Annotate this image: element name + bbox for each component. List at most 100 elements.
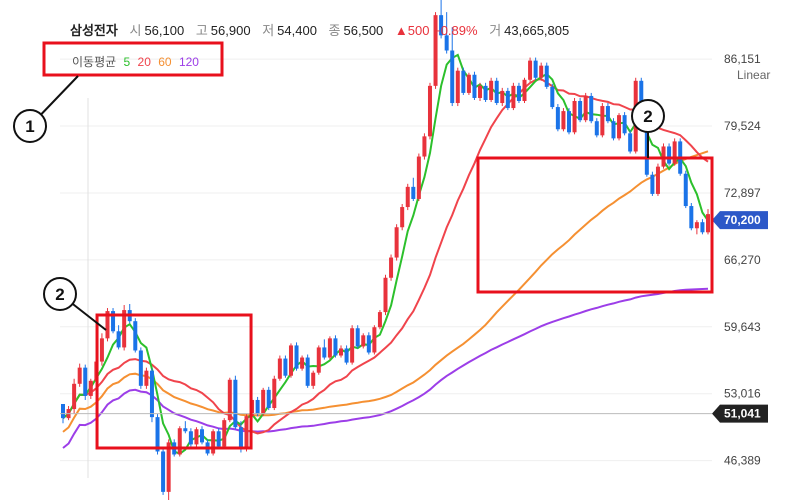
price-tag-label: 51,041 [724,407,761,421]
candle-body [155,417,160,452]
candle [244,414,249,452]
candle [333,335,338,358]
candle [361,333,366,349]
candle [389,254,394,281]
candle [116,325,121,350]
candle [427,82,432,140]
candle [628,130,633,154]
low-value: 54,400 [277,23,317,38]
high-value: 56,900 [210,23,251,38]
candle-body [644,123,649,175]
candle [400,204,405,231]
candle-body [466,74,471,93]
ma-period-60[interactable]: 60 [158,55,172,69]
candle [311,370,316,389]
candle-body [706,214,710,233]
candle [622,112,627,136]
candle-body [433,15,438,86]
candle-body [149,370,154,418]
candle [550,83,555,110]
candle-body [411,186,416,199]
candle [261,387,266,417]
candle [539,62,544,81]
candle-body [244,416,249,450]
y-tick-label: 46,389 [724,454,761,468]
candle [111,308,116,334]
close-value: 56,500 [343,23,384,38]
candle-body [255,399,260,415]
candle-body [439,15,444,36]
candle [583,92,588,123]
candle-body [266,389,271,409]
candle [344,345,349,365]
candle [377,310,382,330]
candle-body [561,111,566,130]
callout-circle [13,109,47,143]
callout-2-left: 2 [43,277,107,331]
candle-body [566,111,571,133]
change-percent: +0.89% [433,23,478,38]
callout-number: 2 [643,107,652,126]
candle-body [144,370,149,386]
ma-label: 이동평균 [72,55,117,69]
candle [589,92,594,124]
candle-body [533,60,538,78]
change-value: 500 [407,23,430,38]
candle-body [617,115,622,139]
callout-2-right: 2 [631,99,665,158]
candle [216,428,221,449]
volume-value: 43,665,805 [504,23,570,38]
candle [266,386,271,411]
candle-body [177,428,182,455]
candle-body [405,186,410,208]
candle-body [427,85,432,137]
price-tag: 70,200 [712,211,768,230]
candle-body [522,79,527,101]
candle [472,71,477,100]
moving-average-legend[interactable]: 이동평균 5 20 60 120 [72,53,203,70]
candle [689,203,694,231]
candle-body [161,451,166,492]
price-change: ▲500 +0.89% [395,23,478,38]
candle [72,378,77,415]
candle [355,325,360,349]
candle-body [483,85,488,100]
candle-body [444,35,449,51]
stock-name: 삼성전자 [70,23,118,38]
callout-1: 1 [13,75,79,143]
candle [489,77,494,103]
candle-body [589,95,594,122]
candle-body [389,257,394,278]
candle-body [422,136,427,157]
ma-20-line [62,77,709,435]
candle [277,355,282,381]
price-tag-bg [712,211,768,230]
candle [667,143,672,166]
ma-period-5[interactable]: 5 [123,55,131,69]
candle-body [583,95,588,121]
candle [177,426,182,457]
y-tick-label: 59,643 [724,320,761,334]
candle-body [188,431,193,445]
candle [706,209,710,235]
candle [533,57,538,80]
candle-body [528,60,533,80]
candle-body [578,101,583,121]
candle-body [400,207,405,228]
candle-body [611,121,616,139]
ma-period-20[interactable]: 20 [137,55,151,69]
candle-body [394,227,399,258]
candle-body [261,389,266,415]
ma-period-120[interactable]: 120 [178,55,199,69]
candle [144,367,149,389]
candle [233,375,238,430]
candle [478,82,483,101]
candle-body [700,222,705,233]
candle [161,448,166,495]
candle-body [505,90,510,109]
candle-body [316,347,321,373]
candle [227,377,232,423]
candle [611,118,616,141]
